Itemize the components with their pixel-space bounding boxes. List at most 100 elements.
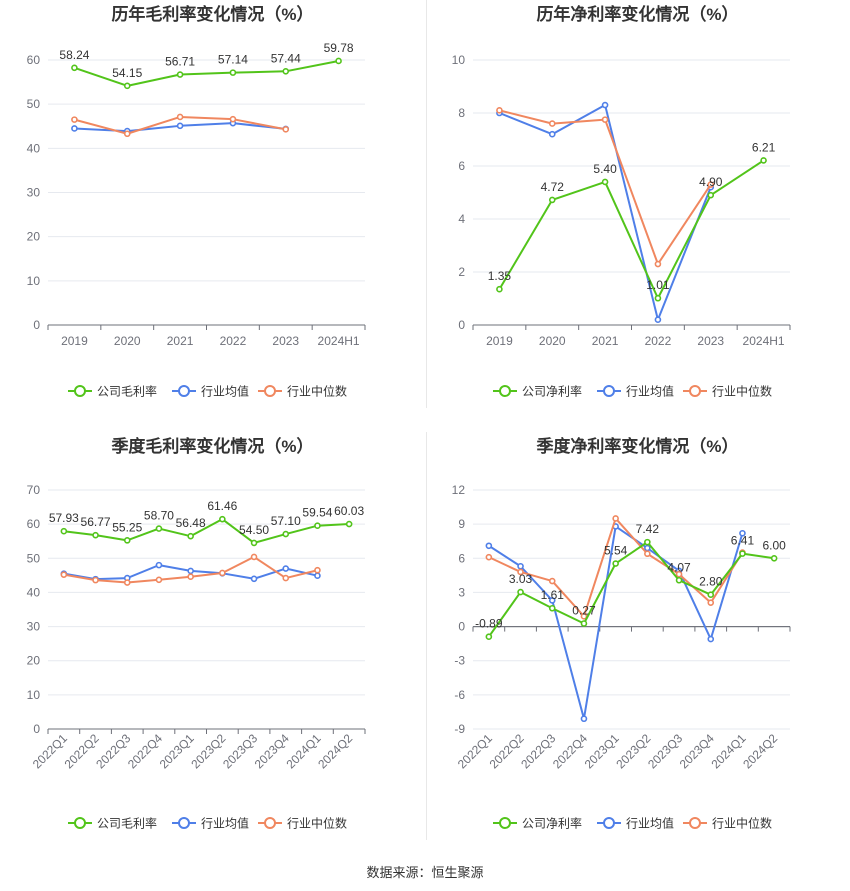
data-point-company[interactable] bbox=[496, 285, 503, 293]
data-point-company[interactable] bbox=[548, 604, 556, 612]
legend-item-avg[interactable]: 行业均值 bbox=[172, 816, 249, 831]
data-point-company[interactable] bbox=[123, 82, 131, 90]
data-point-median[interactable] bbox=[92, 576, 99, 584]
data-point-company[interactable] bbox=[92, 531, 99, 539]
data-point-median[interactable] bbox=[282, 574, 290, 582]
data-label: 57.93 bbox=[49, 511, 79, 525]
data-point-company[interactable] bbox=[517, 588, 524, 596]
data-point-median[interactable] bbox=[707, 599, 715, 606]
legend-item-company[interactable]: 公司毛利率 bbox=[68, 816, 157, 831]
data-point-median[interactable] bbox=[654, 260, 662, 268]
data-point-avg[interactable] bbox=[548, 130, 556, 138]
data-point-median[interactable] bbox=[187, 573, 194, 581]
data-point-company[interactable] bbox=[654, 294, 662, 302]
data-point-median[interactable] bbox=[485, 553, 493, 561]
data-point-median[interactable] bbox=[644, 550, 651, 558]
data-point-company[interactable] bbox=[250, 539, 258, 547]
data-point-company[interactable] bbox=[345, 520, 353, 528]
legend-item-median[interactable]: 行业中位数 bbox=[683, 384, 772, 399]
data-point-median[interactable] bbox=[707, 181, 715, 188]
data-point-avg[interactable] bbox=[601, 101, 609, 109]
data-point-median[interactable] bbox=[123, 579, 131, 586]
data-point-company[interactable] bbox=[644, 538, 651, 546]
legend-item-avg[interactable]: 行业均值 bbox=[597, 816, 674, 831]
data-point-avg[interactable] bbox=[707, 635, 715, 643]
data-point-median[interactable] bbox=[548, 577, 556, 585]
data-point-median[interactable] bbox=[580, 613, 588, 620]
data-point-avg[interactable] bbox=[314, 572, 321, 579]
y-tick-label: 0 bbox=[33, 318, 40, 332]
data-point-median[interactable] bbox=[219, 569, 226, 577]
data-point-company[interactable] bbox=[282, 68, 290, 75]
data-point-company[interactable] bbox=[187, 532, 194, 540]
y-tick-label: 20 bbox=[27, 230, 41, 244]
x-tick-label: 2023 bbox=[697, 334, 724, 348]
data-point-avg[interactable] bbox=[485, 542, 493, 550]
data-point-median[interactable] bbox=[548, 120, 556, 127]
data-point-median[interactable] bbox=[496, 107, 503, 114]
legend-item-company[interactable]: 公司净利率 bbox=[493, 384, 582, 399]
data-point-company[interactable] bbox=[580, 620, 588, 627]
data-point-company[interactable] bbox=[548, 196, 556, 204]
data-point-company[interactable] bbox=[601, 178, 609, 186]
data-point-median[interactable] bbox=[314, 566, 321, 574]
data-point-company[interactable] bbox=[707, 191, 715, 199]
legend-label: 行业中位数 bbox=[712, 816, 772, 831]
data-point-company[interactable] bbox=[282, 530, 290, 538]
data-point-median[interactable] bbox=[250, 553, 258, 561]
data-point-company[interactable] bbox=[155, 525, 163, 532]
data-point-median[interactable] bbox=[612, 515, 619, 522]
data-point-company[interactable] bbox=[229, 69, 237, 76]
data-label: 61.46 bbox=[207, 499, 237, 513]
data-point-company[interactable] bbox=[485, 633, 493, 641]
legend-item-company[interactable]: 公司净利率 bbox=[493, 816, 582, 831]
data-point-company[interactable] bbox=[219, 515, 226, 523]
data-label: 6.41 bbox=[731, 534, 755, 548]
legend-item-avg[interactable]: 行业均值 bbox=[172, 384, 249, 399]
data-point-median[interactable] bbox=[601, 116, 609, 123]
data-point-median[interactable] bbox=[229, 115, 237, 123]
data-point-median[interactable] bbox=[517, 568, 524, 576]
data-point-company[interactable] bbox=[314, 522, 321, 530]
data-point-median[interactable] bbox=[123, 130, 131, 138]
chart-title: 季度净利率变化情况（%） bbox=[536, 436, 738, 456]
data-label: 54.50 bbox=[239, 523, 269, 537]
data-point-company[interactable] bbox=[707, 591, 715, 599]
x-tick-label: 2019 bbox=[486, 334, 513, 348]
data-point-median[interactable] bbox=[155, 576, 163, 584]
legend-item-avg[interactable]: 行业均值 bbox=[597, 384, 674, 399]
data-point-avg[interactable] bbox=[176, 122, 184, 130]
data-point-median[interactable] bbox=[176, 113, 184, 121]
data-point-company[interactable] bbox=[760, 157, 767, 164]
legend-item-company[interactable]: 公司毛利率 bbox=[68, 384, 157, 399]
data-point-avg[interactable] bbox=[739, 529, 746, 537]
data-point-company[interactable] bbox=[335, 57, 342, 65]
data-point-company[interactable] bbox=[71, 64, 78, 72]
data-point-avg[interactable] bbox=[517, 562, 524, 570]
data-point-avg[interactable] bbox=[580, 715, 588, 723]
legend-item-median[interactable]: 行业中位数 bbox=[683, 816, 772, 831]
data-point-company[interactable] bbox=[60, 527, 68, 535]
data-point-avg[interactable] bbox=[155, 561, 163, 569]
data-point-median[interactable] bbox=[60, 571, 68, 578]
data-label: 56.71 bbox=[165, 55, 195, 69]
data-point-avg[interactable] bbox=[548, 597, 556, 604]
data-point-avg[interactable] bbox=[654, 316, 662, 324]
legend-item-median[interactable]: 行业中位数 bbox=[258, 816, 347, 831]
data-point-avg[interactable] bbox=[282, 565, 290, 572]
data-point-median[interactable] bbox=[282, 126, 290, 133]
data-point-avg[interactable] bbox=[644, 544, 651, 552]
data-point-median[interactable] bbox=[675, 570, 683, 578]
data-point-avg[interactable] bbox=[250, 575, 258, 583]
data-point-company[interactable] bbox=[739, 550, 746, 557]
data-point-avg[interactable] bbox=[71, 125, 78, 132]
data-point-median[interactable] bbox=[71, 116, 78, 123]
data-point-company[interactable] bbox=[612, 560, 619, 567]
data-point-company[interactable] bbox=[176, 71, 184, 78]
legend-item-median[interactable]: 行业中位数 bbox=[258, 384, 347, 399]
data-point-avg[interactable] bbox=[187, 567, 194, 575]
data-point-company[interactable] bbox=[675, 576, 683, 584]
data-point-company[interactable] bbox=[123, 537, 131, 544]
data-point-company[interactable] bbox=[770, 554, 778, 562]
y-tick-label: 60 bbox=[27, 53, 41, 67]
